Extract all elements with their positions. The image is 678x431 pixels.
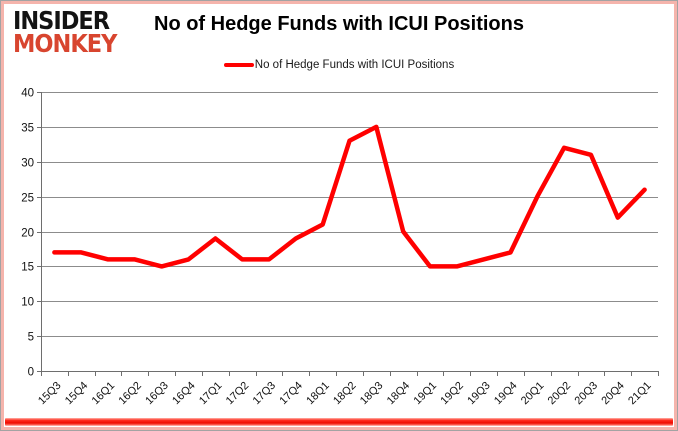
x-axis-label: 17Q2 (224, 380, 252, 408)
bottom-accent-bar (5, 418, 673, 426)
logo-text-monkey: MONKEY (13, 29, 117, 58)
x-axis-label: 20Q3 (573, 380, 601, 408)
x-axis-label: 20Q2 (546, 380, 574, 408)
x-axis-label: 19Q3 (465, 380, 493, 408)
y-axis-label: 25 (21, 193, 34, 205)
logo-text-insider: INSIDER (13, 6, 110, 35)
y-axis-label: 0 (28, 367, 34, 379)
legend-line-swatch (223, 63, 254, 67)
x-axis-label: 20Q1 (519, 380, 547, 408)
x-axis-label: 18Q3 (358, 380, 386, 408)
x-axis-label: 16Q2 (116, 380, 144, 408)
x-axis-label: 17Q3 (251, 380, 279, 408)
y-axis-label: 5 (28, 332, 34, 344)
x-axis-label: 16Q4 (170, 380, 198, 408)
chart-legend: No of Hedge Funds with ICUI Positions (1, 59, 677, 71)
x-axis-label: 19Q1 (412, 380, 440, 408)
chart-title: No of Hedge Funds with ICUI Positions (154, 13, 524, 35)
x-axis-label: 16Q1 (90, 380, 118, 408)
x-axis-label: 19Q4 (492, 380, 520, 408)
y-axis-label: 30 (21, 158, 34, 170)
x-axis-label: 15Q3 (36, 380, 64, 408)
insider-monkey-logo: INSIDER MONKEY (13, 6, 117, 58)
legend-label: No of Hedge Funds with ICUI Positions (254, 59, 455, 71)
x-axis-label: 18Q1 (304, 380, 332, 408)
x-axis-label: 17Q4 (277, 380, 305, 408)
x-axis-label: 19Q2 (438, 380, 466, 408)
data-series-line (52, 124, 647, 269)
x-axis-label: 18Q2 (331, 380, 359, 408)
y-axis-label: 20 (21, 228, 34, 240)
x-axis-label: 16Q3 (143, 380, 171, 408)
x-axis-label: 17Q1 (197, 380, 225, 408)
y-axis-label: 35 (21, 123, 34, 135)
x-axis-label: 21Q1 (626, 380, 654, 408)
y-axis-label: 40 (21, 88, 34, 100)
x-axis-label: 15Q4 (63, 380, 91, 408)
x-axis-label: 20Q4 (599, 380, 627, 408)
y-axis-label: 15 (21, 262, 34, 274)
x-axis-label: 18Q4 (385, 380, 413, 408)
y-axis-label: 10 (21, 297, 34, 309)
